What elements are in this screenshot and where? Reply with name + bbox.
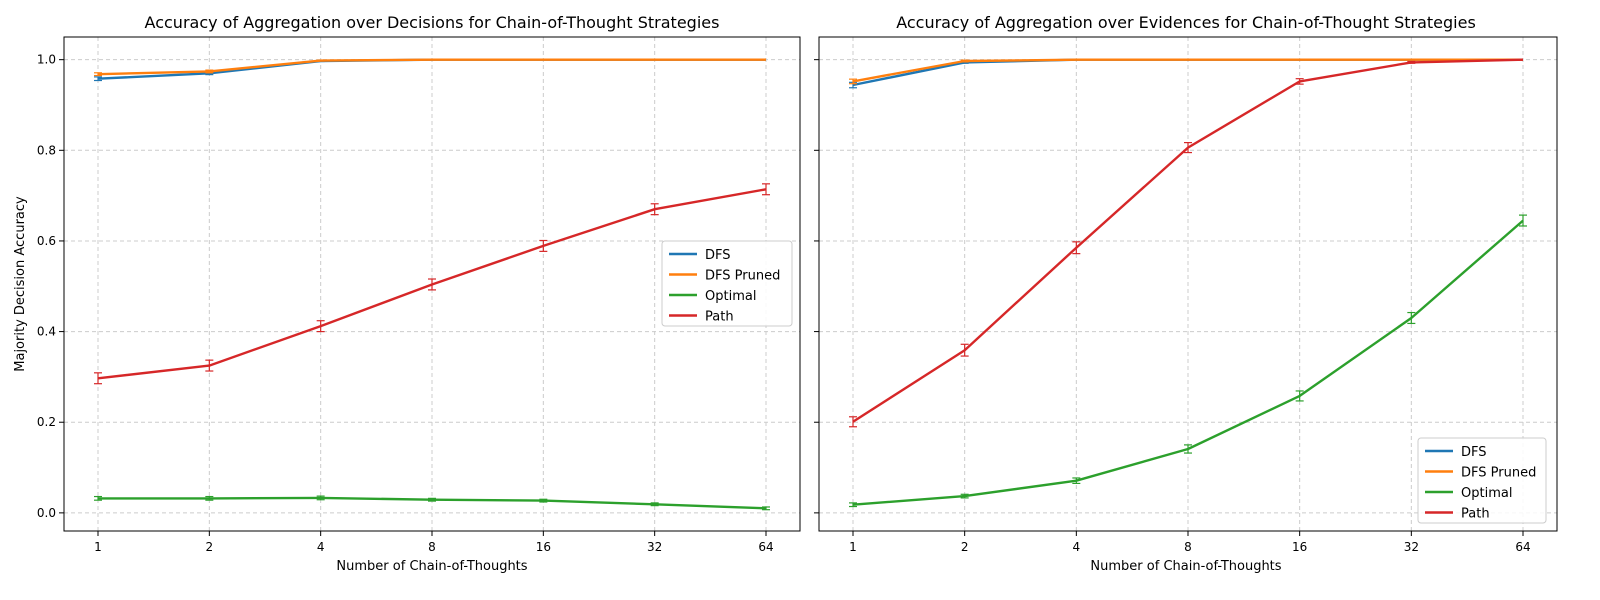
chart-right-x-tick-label: 32 <box>1404 540 1419 554</box>
chart-right-legend: DFS DFS Pruned Optimal Path <box>1417 437 1547 524</box>
legend-label-dfs-pruned: DFS Pruned <box>705 269 780 284</box>
optimal-line <box>98 496 767 510</box>
chart-left-x-tick-label: 64 <box>758 540 773 554</box>
chart-right-x-tick-label: 2 <box>961 540 969 554</box>
legend-label-optimal: Optimal <box>1461 486 1512 501</box>
chart-left-y-tick-label: 0.0 <box>37 506 56 520</box>
chart-left-series-dfs <box>94 58 766 82</box>
path-line <box>852 58 1524 423</box>
chart-left-y-axis-label: Majority Decision Accuracy <box>13 196 28 372</box>
legend-label-dfs: DFS <box>705 248 731 263</box>
chart-left-series-dfs-pruned <box>94 58 766 77</box>
chart-left-legend: DFS DFS Pruned Optimal Path <box>661 240 793 327</box>
chart-left-x-tick-label: 32 <box>647 540 662 554</box>
chart-left-series-optimal <box>94 495 770 511</box>
chart-left-title: Accuracy of Aggregation over Decisions f… <box>145 13 720 32</box>
legend-label-dfs: DFS <box>1461 445 1487 460</box>
chart-right-series-dfs-pruned <box>849 58 1523 85</box>
chart-left-legend-frame <box>661 240 793 327</box>
chart-left: Accuracy of Aggregation over Decisions f… <box>13 13 801 574</box>
chart-left-y-tick-label: 0.4 <box>37 325 56 339</box>
chart-right-x-tick-label: 64 <box>1515 540 1530 554</box>
chart-left-x-tick-label: 4 <box>317 540 325 554</box>
chart-left-y-tick-label: 0.6 <box>37 234 56 248</box>
chart-right: Accuracy of Aggregation over Evidences f… <box>814 13 1558 574</box>
chart-left-x-tick-label: 8 <box>428 540 436 554</box>
chart-right-x-ticks: 1 2 4 8 16 32 64 <box>849 531 1531 554</box>
chart-right-x-tick-label: 16 <box>1292 540 1307 554</box>
chart-right-series-optimal <box>849 214 1527 508</box>
path-line <box>97 188 767 380</box>
chart-left-series <box>94 58 770 511</box>
chart-right-legend-frame <box>1417 437 1547 524</box>
dfs-pruned-line <box>97 58 766 76</box>
legend-label-optimal: Optimal <box>705 289 756 304</box>
chart-right-series-path <box>849 58 1524 428</box>
chart-right-grid <box>819 37 1557 531</box>
chart-left-x-ticks: 1 2 4 8 16 32 64 <box>94 531 774 554</box>
chart-left-x-axis-label: Number of Chain-of-Thoughts <box>336 559 527 574</box>
legend-label-path: Path <box>1461 507 1490 522</box>
chart-right-x-tick-label: 4 <box>1073 540 1081 554</box>
chart-right-y-ticks <box>814 59 819 514</box>
chart-right-x-tick-label: 1 <box>849 540 857 554</box>
chart-left-y-tick-label: 0.8 <box>37 143 56 157</box>
legend-label-path: Path <box>705 310 734 325</box>
chart-right-series <box>849 58 1527 508</box>
chart-left-y-ticks: 0.0 0.2 0.4 0.6 0.8 1.0 <box>37 53 64 520</box>
chart-left-series-path <box>94 183 770 385</box>
legend-label-dfs-pruned: DFS Pruned <box>1461 466 1536 481</box>
chart-right-x-tick-label: 8 <box>1184 540 1192 554</box>
dfs-pruned-line <box>852 58 1523 83</box>
chart-left-y-tick-label: 0.2 <box>37 415 56 429</box>
chart-left-x-tick-label: 16 <box>536 540 551 554</box>
chart-left-x-tick-label: 2 <box>206 540 214 554</box>
chart-left-x-tick-label: 1 <box>94 540 102 554</box>
chart-left-y-tick-label: 1.0 <box>37 53 56 67</box>
chart-right-x-axis-label: Number of Chain-of-Thoughts <box>1090 559 1281 574</box>
chart-right-title: Accuracy of Aggregation over Evidences f… <box>896 13 1476 32</box>
optimal-line <box>852 219 1524 506</box>
